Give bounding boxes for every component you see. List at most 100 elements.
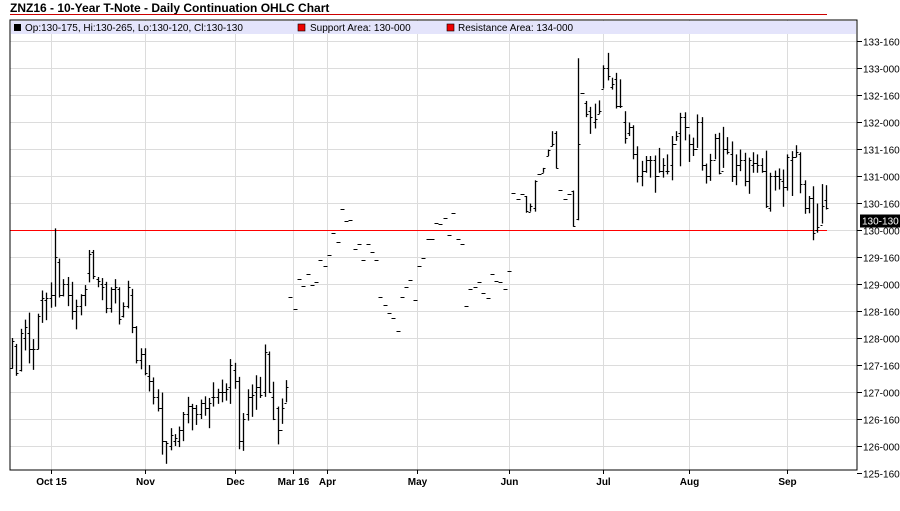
ohlc-bar <box>588 106 593 134</box>
support-legend-text: Support Area: 130-000 <box>310 23 411 34</box>
ohlc-bar <box>755 154 760 173</box>
ohlc-bar <box>109 287 114 313</box>
ohlc-bar <box>691 137 696 157</box>
ohlc-bar <box>267 351 272 394</box>
plot-frame <box>9 19 858 471</box>
ohlc-bar <box>708 153 713 181</box>
ohlc-bar <box>276 406 281 445</box>
ohlc-bar <box>126 280 131 309</box>
ohlc-bar <box>717 132 722 175</box>
ohlc-bar <box>164 441 169 464</box>
ohlc-bar <box>661 158 666 178</box>
ohlc-bar <box>618 79 623 108</box>
ohlc-bar <box>19 328 24 372</box>
ohlc-bar <box>524 195 529 213</box>
ohlc-bar <box>186 396 191 424</box>
ohlc-bar <box>640 160 645 187</box>
ohlc-bar <box>104 281 109 314</box>
x-tick-label: Nov <box>136 477 155 488</box>
ohlc-bar <box>237 376 242 450</box>
ohlc-bar <box>571 190 576 227</box>
ohlc-bar <box>738 149 743 172</box>
ohlc-bar <box>160 392 165 455</box>
last-price-label: 130-130 <box>862 217 899 228</box>
ohlc-bar <box>648 156 653 178</box>
y-tick-label: 130-000 <box>863 227 900 238</box>
y-tick-label: 129-160 <box>863 254 900 265</box>
ohlc-bar <box>700 117 705 171</box>
ohlc-bar <box>528 203 533 213</box>
ohlc-bar <box>27 312 32 364</box>
ohlc-bar <box>53 228 58 307</box>
ohlc-bar <box>220 379 225 403</box>
ohlc-bar <box>687 127 692 162</box>
ohlc-bar <box>280 398 285 431</box>
ohlc-bar <box>623 111 628 144</box>
ohlc-bar <box>246 389 251 421</box>
x-axis: Oct 15 Nov Dec Mar 16 Apr May Jun Jul Aug Sep <box>36 470 797 488</box>
ohlc-bar <box>695 114 700 150</box>
title-underline <box>10 14 827 15</box>
chart-title: ZNZ16 - 10-Year T-Note - Daily Continuat… <box>10 1 330 15</box>
ohlc-bar <box>14 343 19 376</box>
ohlc-bar <box>798 152 803 194</box>
ohlc-bar <box>764 150 769 208</box>
ohlc-bar <box>794 145 799 158</box>
ohlc-bar <box>657 147 662 177</box>
x-tick-label: Jul <box>596 477 611 488</box>
ohlc-bar <box>824 185 829 210</box>
ohlc-bar <box>674 131 679 145</box>
ohlc-bar <box>199 399 204 419</box>
ohlc-bar <box>83 285 88 307</box>
ohlc-bar <box>614 72 619 109</box>
ohlc-bar <box>665 154 670 175</box>
y-tick-label: 133-000 <box>863 65 900 76</box>
ohlc-bar <box>670 136 675 181</box>
ohlc-bar <box>803 180 808 214</box>
ohlc-bar <box>254 375 259 410</box>
ohlc-bar <box>811 186 816 241</box>
resistance-legend-text: Resistance Area: 134-000 <box>458 23 574 34</box>
ohlc-bar <box>815 203 820 233</box>
ohlc-bar <box>635 146 640 183</box>
ohlc-bar <box>91 249 96 280</box>
ohlc-bar <box>207 397 212 429</box>
ohlc-bar <box>713 133 718 161</box>
ohlc-bar <box>100 278 105 301</box>
ohlc-bar <box>79 294 84 316</box>
ohlc-bar <box>644 156 649 173</box>
plot-area <box>10 20 857 470</box>
ohlc-bar <box>760 158 765 173</box>
x-tick-label: Jun <box>501 477 519 488</box>
ohlc-bar <box>820 184 825 226</box>
ohlc-bar <box>113 279 118 304</box>
ohlc-bar <box>10 338 15 369</box>
ohlc-bar <box>576 58 581 221</box>
ohlc-bar <box>541 167 546 174</box>
ohlc-bar <box>139 348 144 370</box>
ohlc-bar <box>721 126 726 172</box>
y-tick-label: 130-160 <box>863 200 900 211</box>
ohlc-bar <box>147 365 152 392</box>
y-tick-label: 129-000 <box>863 281 900 292</box>
ohlc-bar <box>31 339 36 370</box>
ohlc-bar <box>751 152 756 173</box>
ohlc-bar <box>610 77 615 90</box>
ohlc-bar <box>768 172 773 212</box>
ohlc-bar <box>190 403 195 431</box>
ohlc-bar <box>224 383 229 401</box>
ohlc-bar <box>730 141 735 182</box>
ohlc-bar <box>177 426 182 448</box>
ohlc-bar <box>631 125 636 160</box>
ohlc-bar <box>181 411 186 442</box>
ohlc-bar <box>156 389 161 412</box>
ohlc-bar <box>203 396 208 416</box>
y-tick-label: 132-000 <box>863 119 900 130</box>
ohlc-bar <box>263 344 268 397</box>
ohlc-bar <box>550 131 555 147</box>
legend-bar <box>11 21 856 34</box>
ohlc-bar <box>747 157 752 194</box>
ohlc-bar <box>781 169 786 207</box>
